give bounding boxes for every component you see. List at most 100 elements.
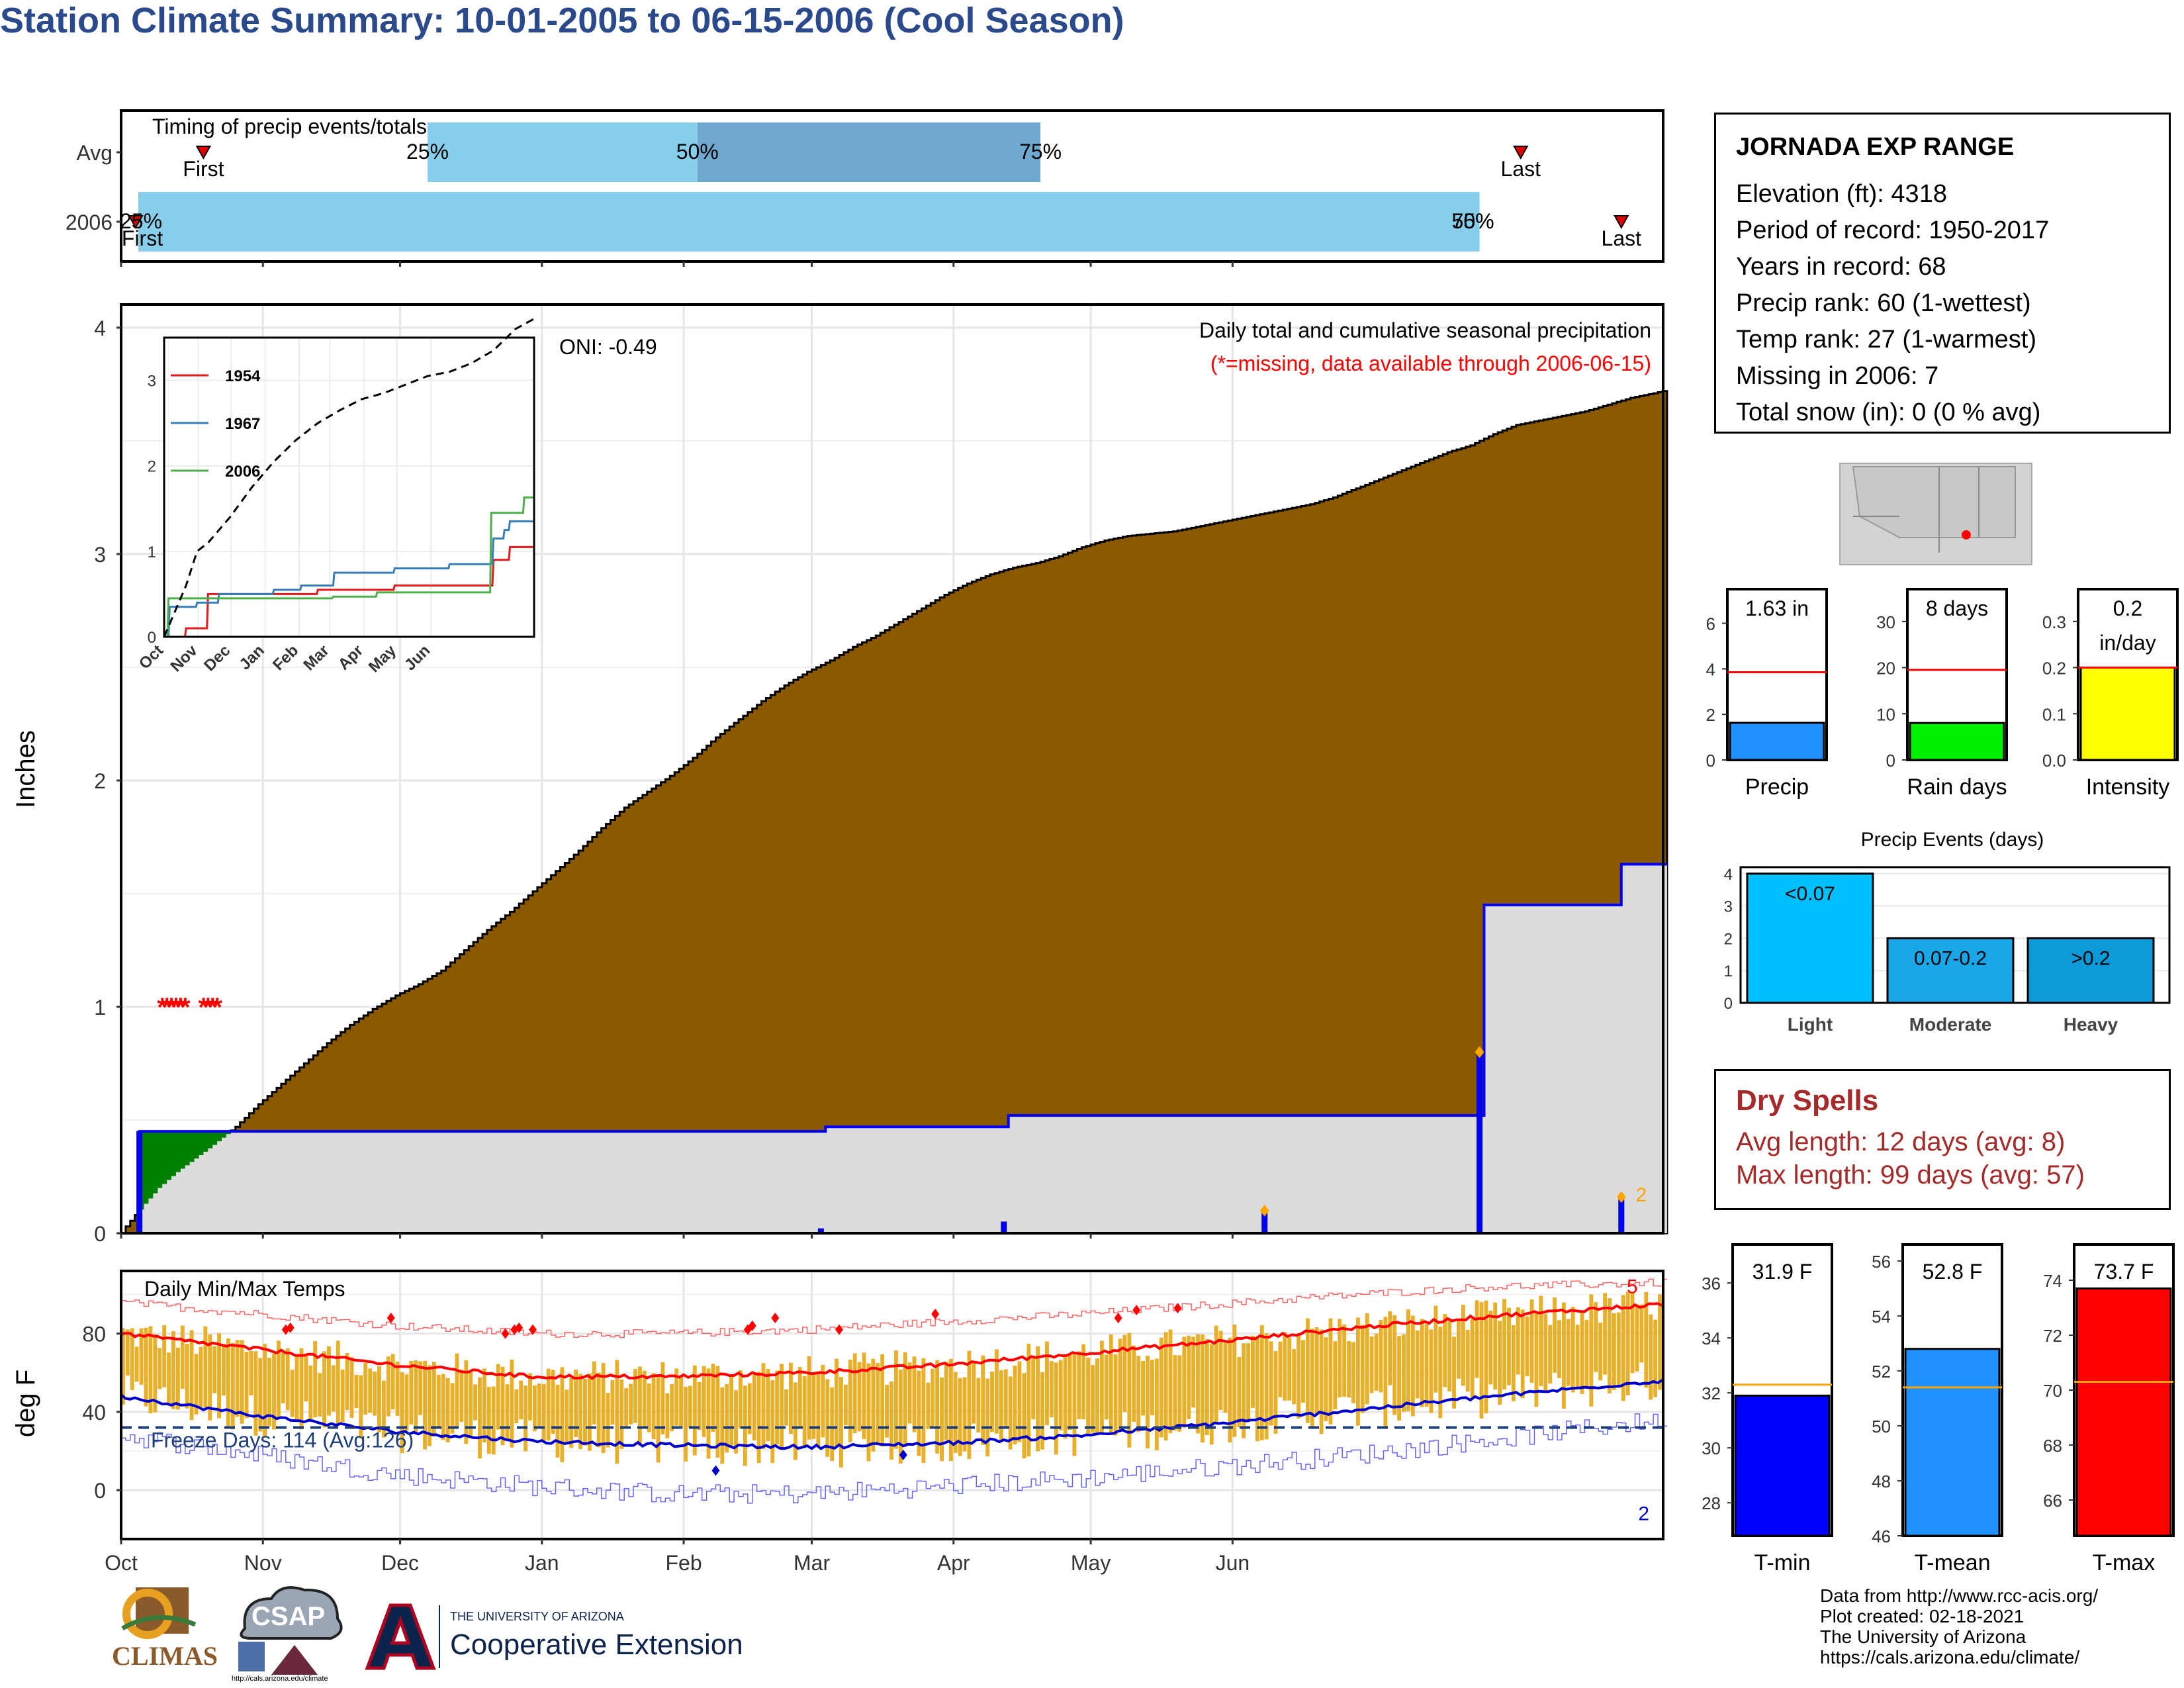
- daily-temp-bar: [139, 1328, 144, 1385]
- daily-temp-bar: [203, 1326, 208, 1410]
- precip-y-tick-label: 3: [94, 543, 106, 567]
- daily-temp-bar: [876, 1362, 880, 1446]
- daily-temp-bar: [862, 1352, 866, 1440]
- daily-temp-bar: [972, 1363, 976, 1424]
- daily-temp-bar: [1049, 1361, 1054, 1418]
- daily-temp-bar: [885, 1384, 889, 1438]
- daily-temp-bar: [1118, 1338, 1122, 1430]
- daily-temp-bar: [1388, 1311, 1392, 1385]
- daily-temp-bar: [953, 1372, 958, 1453]
- daily-temp-bar: [1649, 1314, 1653, 1400]
- missing-day-marker: *: [171, 993, 181, 1022]
- timing-2006-first-marker: [128, 215, 144, 230]
- avg-tmax-line: [120, 1302, 1663, 1380]
- daily-temp-bar: [601, 1363, 606, 1454]
- daily-temp-bar: [1077, 1351, 1081, 1420]
- inset-legend-label: 2006: [225, 463, 260, 481]
- daily-temp-bar: [253, 1351, 258, 1436]
- ua-divider: [439, 1605, 440, 1668]
- daily-temp-bar: [1205, 1338, 1209, 1436]
- daily-temp-bar: [893, 1350, 898, 1449]
- temps-y-tick-label: 80: [82, 1323, 106, 1346]
- daily-temp-bar: [1612, 1313, 1616, 1390]
- daily-temp-bar: [258, 1358, 263, 1432]
- daily-temp-bar: [185, 1343, 189, 1409]
- precip-record-count: 2: [1636, 1184, 1647, 1206]
- temp-summary-y-tick-label: 56: [1872, 1252, 1891, 1272]
- record-high-marker: [501, 1328, 510, 1339]
- daily-temp-bar: [1246, 1343, 1250, 1423]
- daily-temp-bar: [619, 1380, 624, 1449]
- temp-summary-y-tick-label: 68: [2043, 1436, 2062, 1456]
- daily-temp-bar: [285, 1348, 290, 1411]
- daily-temp-bar: [194, 1354, 199, 1415]
- daily-temp-bar: [1383, 1317, 1388, 1428]
- daily-temp-bar: [1502, 1299, 1506, 1390]
- daily-temp-bar: [1283, 1332, 1287, 1401]
- daily-temp-bar: [1410, 1315, 1415, 1417]
- precip-events-y-tick-label: 2: [1724, 930, 1733, 948]
- daily-temp-bar: [1026, 1343, 1031, 1457]
- station-elevation: Elevation (ft): 4318: [1736, 180, 1947, 208]
- daily-temp-bar: [1150, 1360, 1154, 1416]
- temps-title: Daily Min/Max Temps: [144, 1277, 345, 1301]
- daily-temp-bar: [496, 1364, 500, 1430]
- daily-temp-bar: [1127, 1333, 1132, 1448]
- daily-temp-bar: [148, 1326, 153, 1414]
- daily-record-marker: [1259, 1204, 1269, 1217]
- daily-temp-bar: [226, 1338, 230, 1429]
- temp-summary-bar: [1734, 1394, 1831, 1537]
- daily-record-marker: [1616, 1191, 1626, 1203]
- daily-temp-bar: [747, 1383, 752, 1434]
- temp-summary-y-tick-label: 30: [1702, 1438, 1721, 1458]
- daily-temp-bar: [917, 1370, 921, 1456]
- daily-temp-bar: [1109, 1334, 1113, 1434]
- daily-temp-bar: [199, 1346, 203, 1407]
- daily-temp-bar: [1200, 1334, 1205, 1443]
- daily-temp-bar: [670, 1383, 674, 1432]
- missing-day-marker: *: [212, 993, 222, 1022]
- daily-temp-bar: [1228, 1337, 1232, 1443]
- daily-temp-bar: [574, 1370, 578, 1437]
- daily-temp-bar: [354, 1374, 359, 1409]
- daily-temp-bar: [134, 1346, 139, 1382]
- inset-avg-line: [163, 318, 535, 637]
- daily-temp-bar: [1154, 1358, 1159, 1450]
- timing-avg-q50-q75-bar: [697, 122, 1041, 182]
- daily-temp-bar: [843, 1384, 848, 1426]
- daily-temp-bar: [692, 1365, 697, 1456]
- daily-temp-bar: [756, 1372, 761, 1464]
- daily-temp-bar: [1479, 1302, 1484, 1419]
- daily-temp-bar: [780, 1364, 784, 1450]
- precip-summary-y-tick-label: 20: [1876, 659, 1895, 679]
- daily-temp-bar: [766, 1369, 770, 1442]
- timing-avg-first-label: First: [183, 157, 224, 181]
- record-high-marker: [1114, 1312, 1122, 1323]
- daily-temp-bar: [752, 1374, 756, 1440]
- daily-temp-bar: [528, 1373, 532, 1421]
- daily-temp-bar: [1594, 1302, 1598, 1372]
- inset-line-2006: [164, 496, 534, 638]
- daily-temp-bar: [1438, 1327, 1443, 1419]
- timing-2006-p75-label: 75%: [1452, 209, 1494, 233]
- daily-temp-bar: [1498, 1321, 1502, 1405]
- daily-temp-bar: [1625, 1291, 1630, 1395]
- daily-temp-bar: [665, 1393, 670, 1438]
- precip-events-title: Precip Events (days): [1861, 829, 2044, 851]
- daily-temp-bar: [400, 1372, 404, 1454]
- daily-temp-bar: [656, 1374, 660, 1463]
- daily-temp-bar: [615, 1360, 619, 1464]
- missing-day-marker: *: [203, 993, 214, 1022]
- daily-temp-bar: [1003, 1369, 1008, 1429]
- timing-2006-bar: [138, 192, 1480, 252]
- timing-2006-p50-label: 50%: [1452, 209, 1494, 233]
- daily-temp-bar: [428, 1365, 432, 1446]
- precip-events-y-tick-label: 1: [1724, 962, 1733, 980]
- missing-day-marker: *: [161, 993, 172, 1022]
- inset-y-tick-label: 1: [148, 543, 156, 561]
- daily-temp-bar: [318, 1373, 322, 1417]
- inset-legend-label: 1954: [225, 367, 261, 385]
- climas-logo-text: CLIMAS: [112, 1641, 218, 1671]
- daily-temp-bar: [706, 1368, 711, 1459]
- daily-temp-bar: [1163, 1332, 1168, 1441]
